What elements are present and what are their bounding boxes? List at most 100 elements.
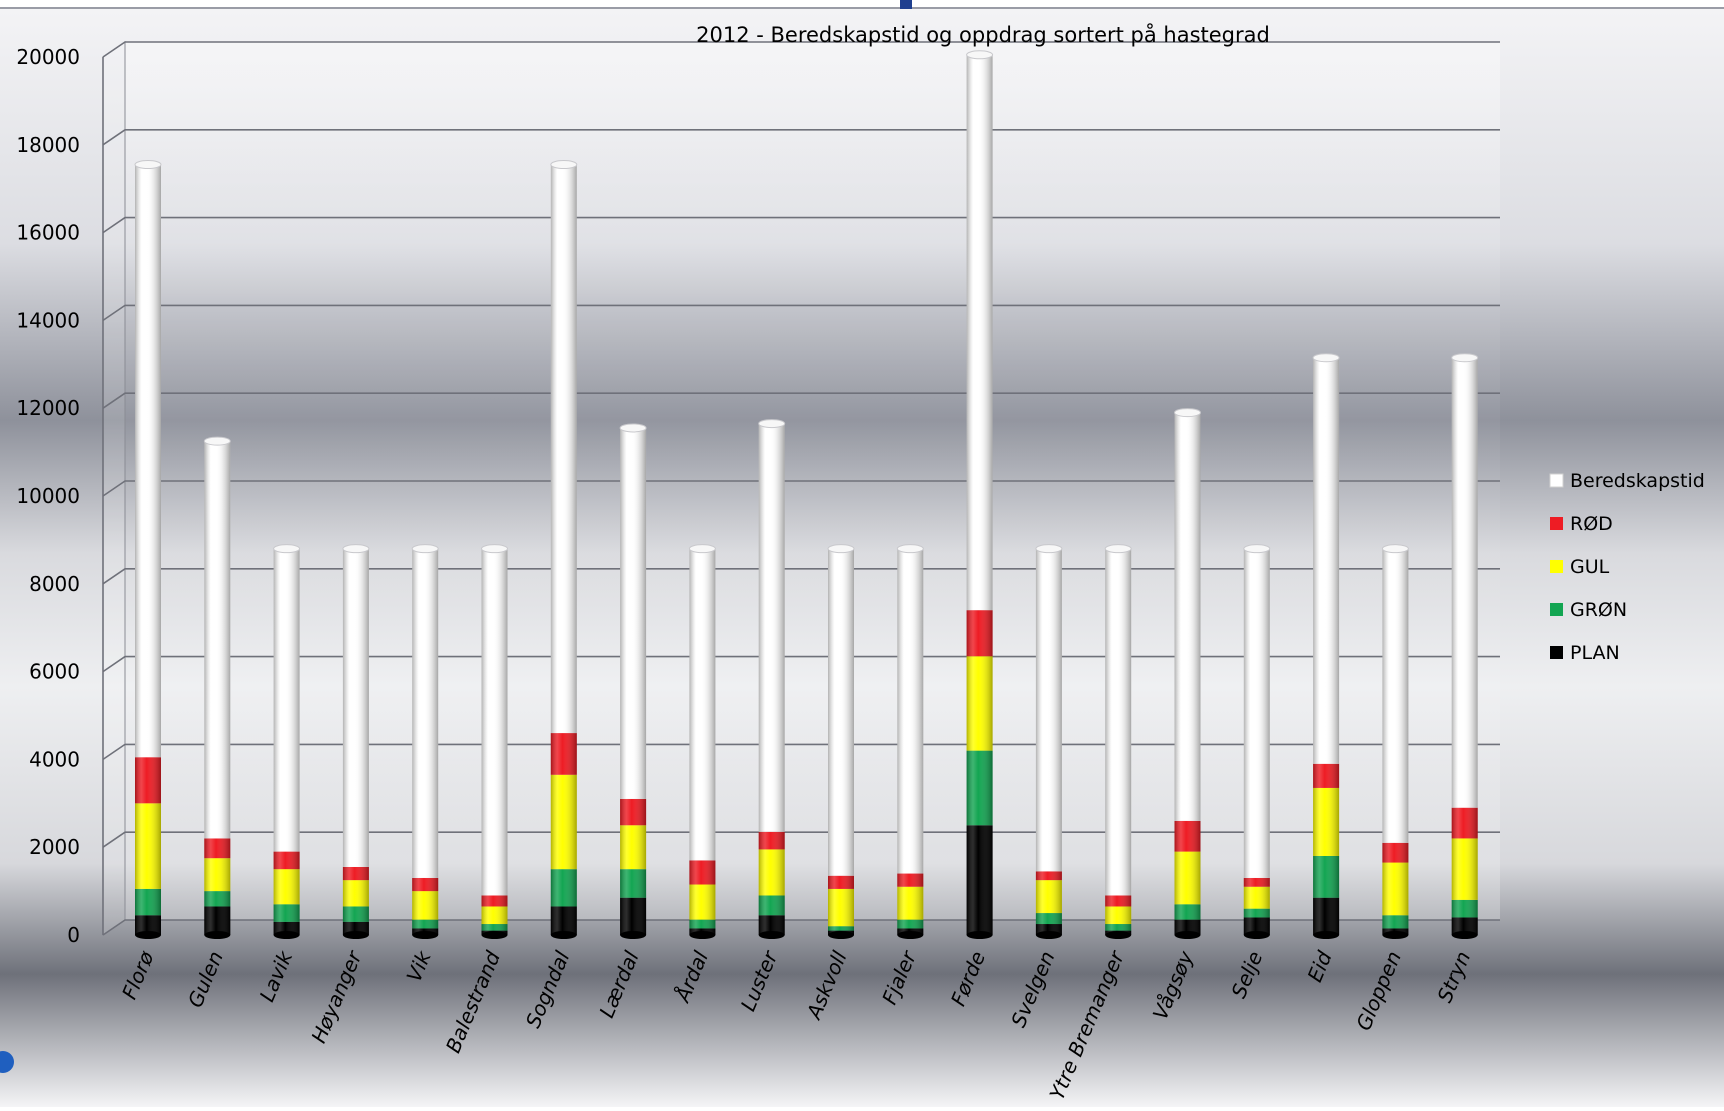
bar-shading: [342, 880, 369, 907]
bar-base: [1105, 931, 1132, 939]
bar-shading: [1451, 899, 1478, 918]
y-tick-label: 18000: [16, 133, 80, 157]
bar-stack: [273, 544, 301, 939]
bar-base: [481, 931, 508, 939]
bar-shading: [135, 164, 161, 758]
bar-stack: [550, 160, 578, 939]
bar-top-cap: [550, 160, 578, 170]
chart-blue-marker: [900, 0, 912, 9]
bar-base: [689, 931, 716, 939]
bar-shading: [135, 803, 161, 889]
bar-shading: [966, 54, 993, 611]
bar-shading: [550, 869, 577, 907]
bar-shading: [204, 441, 231, 839]
bar-shading: [1451, 917, 1478, 935]
bar-base: [135, 931, 161, 939]
bar-shading: [412, 548, 439, 878]
legend-label: GRØN: [1570, 599, 1627, 621]
bar-top-cap: [1243, 544, 1271, 554]
bar-base: [273, 931, 300, 939]
bar-shading: [342, 866, 369, 881]
bar-top-cap: [481, 544, 508, 554]
bar-shading: [758, 915, 785, 935]
bar-shading: [204, 891, 231, 907]
bar-top-cap: [1035, 544, 1063, 554]
bar-stack: [758, 419, 786, 939]
bar-shading: [966, 656, 993, 751]
y-tick-label: 4000: [29, 747, 80, 771]
legend-swatch: [1549, 473, 1564, 488]
bar-base: [620, 931, 647, 939]
bar-stack: [342, 544, 370, 939]
gridline: [102, 304, 1500, 322]
bar-shading: [135, 915, 161, 935]
y-tick-label: 6000: [29, 660, 80, 684]
bar-shading: [897, 548, 924, 874]
y-tick-label: 0: [67, 923, 80, 947]
chart-title: 2012 - Beredskapstid og oppdrag sortert …: [696, 22, 1270, 47]
bar-shading: [620, 869, 647, 898]
bar-shading: [1035, 924, 1062, 935]
bar-stack: [481, 544, 508, 939]
bar-shading: [273, 548, 300, 852]
plot-back-wall: [102, 41, 1500, 936]
bar-shading: [204, 858, 231, 892]
bar-top-cap: [688, 544, 716, 554]
bar-shading: [550, 733, 577, 775]
gridlines: [102, 41, 1500, 936]
bar-top-cap: [619, 423, 647, 433]
bar-shading: [1174, 820, 1201, 852]
bar-shading: [273, 904, 300, 922]
bar-shading: [1035, 880, 1062, 914]
bar-stack: [827, 544, 855, 939]
bar-shading: [412, 919, 439, 929]
bar-shading: [758, 849, 785, 896]
bar-stack: [203, 436, 231, 939]
bar-shading: [412, 877, 439, 892]
gridline: [102, 392, 1500, 409]
bar-stack: [1104, 544, 1132, 939]
legend-label: RØD: [1570, 513, 1613, 535]
bar-stack: [1243, 544, 1271, 939]
bar-stack: [1035, 544, 1063, 939]
bar-shading: [135, 888, 161, 916]
bar-shading: [620, 825, 647, 870]
bar-shading: [481, 906, 508, 925]
bar-shading: [1313, 855, 1340, 898]
bar-shading: [1451, 807, 1478, 839]
bar-top-cap: [827, 544, 855, 554]
bar-shading: [1174, 851, 1201, 905]
bar-shading: [1451, 357, 1478, 808]
bar-shading: [1382, 548, 1409, 843]
bar-shading: [758, 895, 785, 916]
bar-shading: [966, 750, 993, 826]
bar-shading: [204, 906, 231, 935]
bar-shading: [1035, 548, 1062, 872]
bar-shading: [689, 548, 716, 861]
legend-label: PLAN: [1570, 642, 1620, 664]
bar-top-cap: [1381, 544, 1409, 554]
bar-shading: [620, 798, 647, 826]
bar-stack: [1451, 353, 1479, 939]
bar-shading: [481, 895, 508, 907]
legend: Beredskapstid RØD GUL GRØN PLAN: [1549, 470, 1705, 664]
bar-top-cap: [273, 544, 301, 554]
y-tick-label: 10000: [16, 484, 80, 508]
legend-item: PLAN: [1550, 642, 1620, 664]
bar-top-cap: [134, 160, 162, 170]
bar-top-cap: [966, 50, 994, 60]
bar-shading: [550, 906, 577, 935]
bar-shading: [1105, 906, 1132, 925]
y-tick-label: 12000: [16, 396, 80, 420]
bar-stack: [896, 544, 924, 939]
bar-shading: [1035, 871, 1062, 881]
bar-shading: [828, 875, 854, 889]
bar-shading: [620, 427, 647, 799]
y-tick-label: 2000: [29, 835, 80, 859]
bar-shading: [689, 884, 716, 920]
bar-shading: [1174, 919, 1201, 935]
y-tick-label: 14000: [16, 308, 80, 332]
bar-shading: [1382, 842, 1409, 863]
